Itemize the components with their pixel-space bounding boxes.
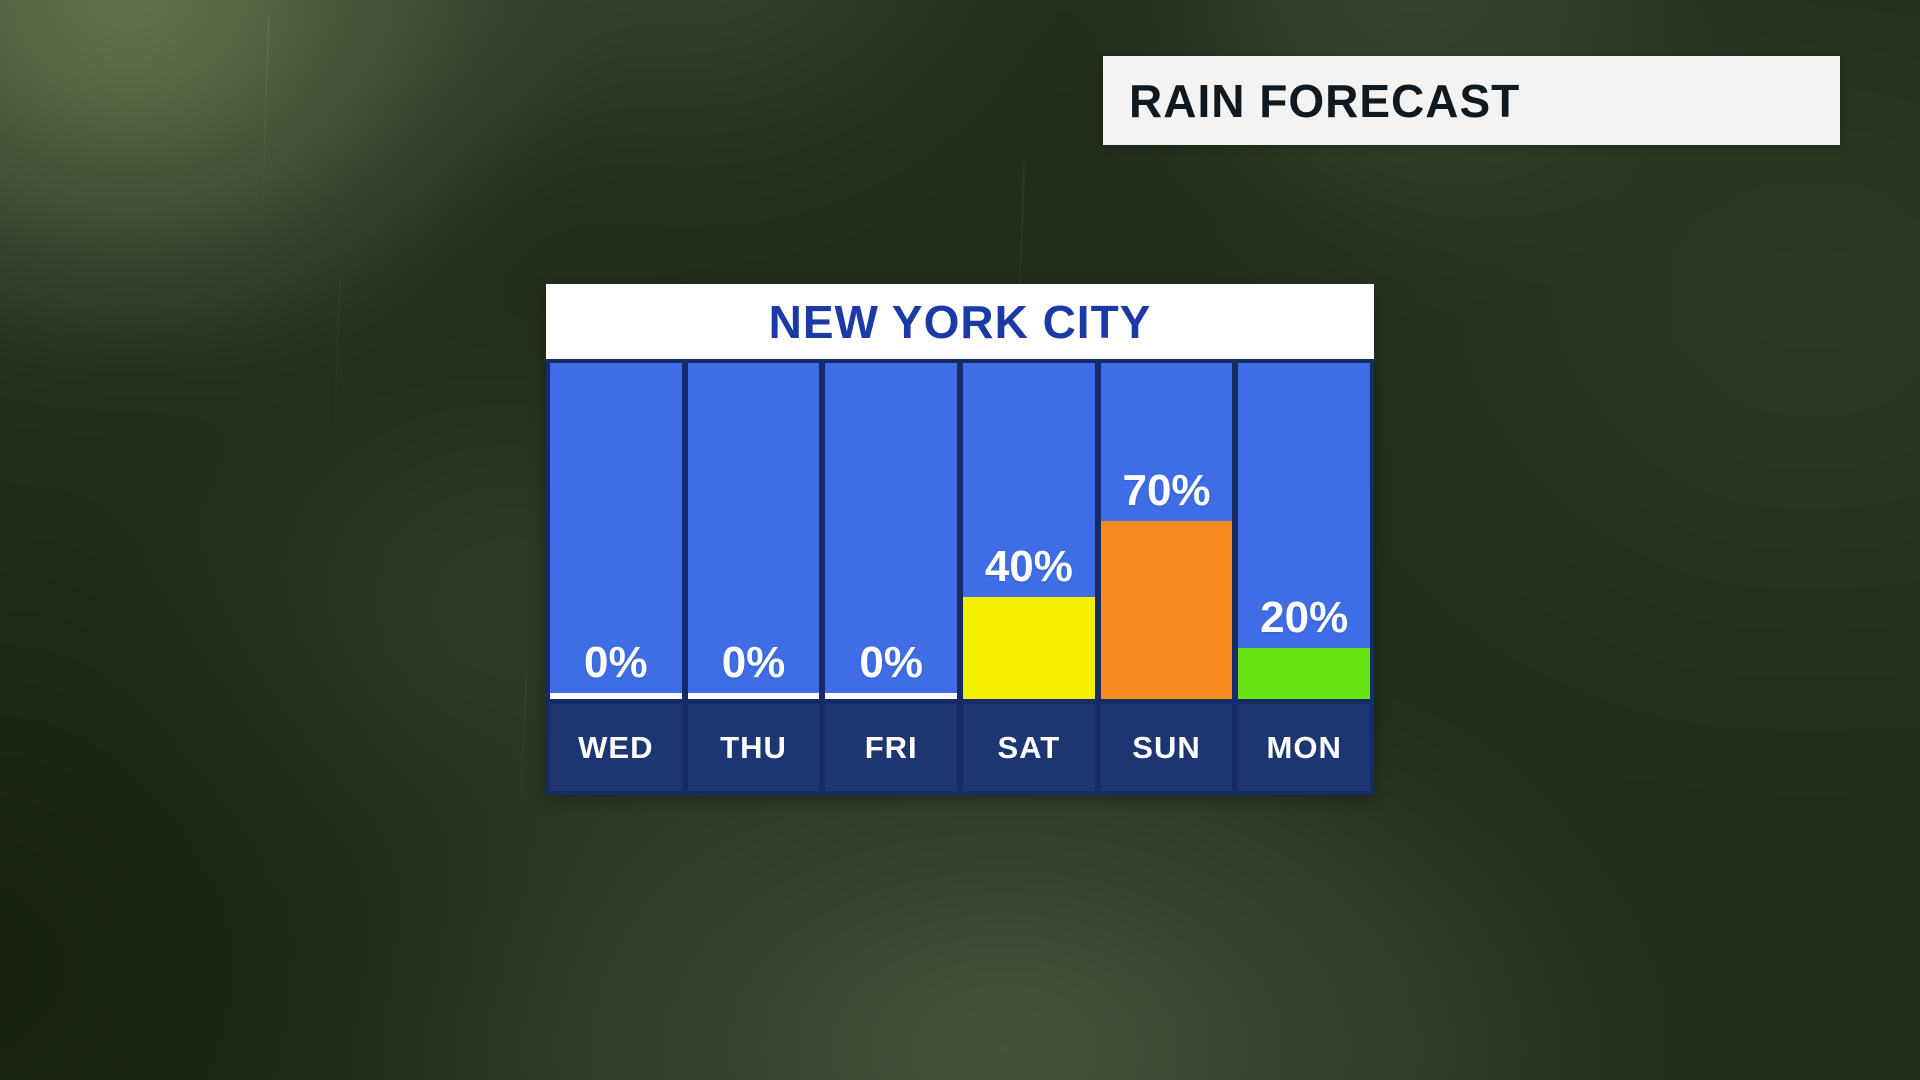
day-label: WED (578, 729, 654, 765)
day-label: THU (720, 729, 787, 765)
rain-bar (550, 693, 682, 699)
forecast-column-footer: SAT (963, 699, 1095, 791)
forecast-column: 0% THU (687, 363, 826, 791)
forecast-column: 20% MON (1238, 363, 1371, 791)
forecast-column-footer: WED (550, 699, 682, 791)
forecast-column-body: 0% (550, 363, 682, 699)
rain-percent-label: 20% (1260, 593, 1349, 642)
rain-percent-label: 70% (1122, 466, 1211, 515)
forecast-column-body: 40% (963, 363, 1095, 699)
forecast-column-body: 20% (1238, 363, 1371, 699)
forecast-column-footer: THU (687, 699, 820, 791)
rain-bar (963, 597, 1095, 699)
forecast-column-body: 70% (1100, 363, 1233, 699)
day-label: SUN (1132, 729, 1201, 765)
rain-forecast-banner: RAIN FORECAST (1103, 56, 1840, 145)
day-label: SAT (997, 729, 1061, 765)
rain-percent-label: 0% (859, 638, 923, 687)
forecast-column-footer: FRI (825, 699, 958, 791)
rain-percent-label: 0% (721, 638, 786, 687)
forecast-column-footer: SUN (1100, 699, 1233, 791)
forecast-column-body: 0% (687, 363, 820, 699)
forecast-column: 40% SAT (963, 363, 1101, 791)
rain-percent-label: 0% (584, 638, 648, 687)
rain-bar (687, 693, 820, 699)
forecast-panel: NEW YORK CITY 0% WED 0% THU 0% FRI 40% SAT 70% SU… (546, 284, 1374, 795)
day-label: MON (1266, 729, 1342, 765)
rain-bar (825, 693, 958, 699)
rain-bar (1100, 521, 1233, 699)
panel-header: NEW YORK CITY (546, 284, 1374, 359)
forecast-column: 0% WED (550, 363, 688, 791)
banner-title: RAIN FORECAST (1129, 74, 1521, 127)
panel-title: NEW YORK CITY (768, 295, 1152, 348)
rain-bar (1238, 648, 1371, 699)
forecast-column-footer: MON (1238, 699, 1371, 791)
rain-percent-label: 40% (984, 542, 1073, 591)
forecast-column: 0% FRI (825, 363, 964, 791)
day-label: FRI (864, 729, 918, 765)
forecast-column: 70% SUN (1100, 363, 1239, 791)
forecast-columns: 0% WED 0% THU 0% FRI 40% SAT 70% SUN 20% MON (546, 359, 1374, 795)
forecast-column-body: 0% (825, 363, 958, 699)
